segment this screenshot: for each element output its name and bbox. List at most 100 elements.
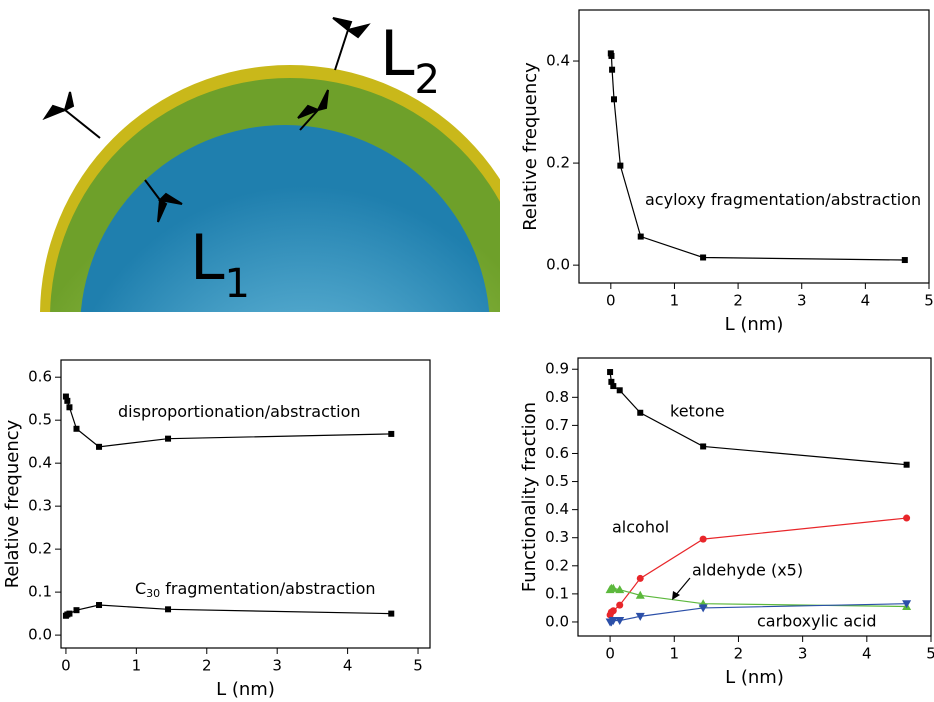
point	[637, 575, 644, 582]
x-tick-label: 1	[670, 292, 680, 310]
y-tick-label: 0.2	[28, 540, 52, 558]
point	[610, 607, 617, 614]
point	[96, 602, 102, 608]
point	[638, 234, 644, 240]
point	[700, 254, 706, 260]
y-axis-label: Functionality fraction	[519, 402, 540, 592]
x-axis-label: L (nm)	[725, 667, 784, 688]
particle-illustration	[40, 65, 540, 565]
point	[388, 431, 394, 437]
x-tick-label: 0	[605, 645, 615, 663]
point	[617, 163, 623, 169]
point	[903, 515, 910, 522]
plot-frame	[578, 358, 931, 636]
x-tick-label: 1	[132, 657, 142, 675]
point	[609, 67, 615, 73]
x-tick-label: 2	[202, 657, 212, 675]
y-tick-label: 0.0	[545, 612, 569, 630]
point	[616, 602, 623, 609]
figure: L2 L1 0123450.00.20.4L (nm)Relative freq…	[0, 0, 934, 698]
y-tick-label: 0.5	[28, 411, 52, 429]
y-axis-label: Relative frequency	[2, 419, 23, 588]
y-tick-label: 0.4	[545, 500, 569, 518]
annotation-part: C	[135, 579, 146, 598]
molecule	[45, 92, 100, 138]
annotation: C30 fragmentation/abstraction	[135, 579, 376, 601]
annotation: disproportionation/abstraction	[118, 402, 361, 421]
point	[73, 426, 79, 432]
y-tick-label: 0.1	[545, 584, 569, 602]
y-tick-label: 0.0	[546, 256, 570, 274]
x-tick-label: 3	[272, 657, 282, 675]
point	[66, 611, 72, 617]
y-tick-label: 0.1	[28, 583, 52, 601]
annotation-part: disproportionation/abstraction	[118, 402, 361, 421]
y-tick-label: 0.9	[545, 360, 569, 378]
point	[96, 444, 102, 450]
point	[700, 536, 707, 543]
y-tick-label: 0.0	[28, 626, 52, 644]
y-tick-label: 0.5	[545, 472, 569, 490]
label-main: L	[380, 17, 415, 90]
x-tick-label: 4	[343, 657, 353, 675]
core	[80, 125, 490, 535]
series-label: alcohol	[612, 518, 669, 537]
point	[73, 607, 79, 613]
y-tick-label: 0.8	[545, 388, 569, 406]
point	[904, 462, 910, 468]
y-tick-label: 0.6	[545, 444, 569, 462]
molecule	[333, 18, 368, 70]
annotation-part: acyloxy fragmentation/abstraction	[645, 190, 921, 209]
x-tick-label: 5	[413, 657, 423, 675]
y-axis-label: Relative frequency	[520, 62, 541, 231]
annotation: acyloxy fragmentation/abstraction	[645, 190, 921, 209]
x-tick-label: 3	[797, 292, 807, 310]
arrow	[675, 578, 690, 596]
point	[637, 410, 643, 416]
series-label: carboxylic acid	[757, 612, 877, 631]
label-main: L	[190, 221, 225, 294]
annotation-part: fragmentation/abstraction	[160, 579, 375, 598]
x-tick-label: 5	[924, 292, 934, 310]
point	[610, 383, 616, 389]
point	[165, 436, 171, 442]
x-tick-label: 2	[733, 292, 743, 310]
series-label: aldehyde (x5)	[692, 561, 803, 580]
point	[165, 606, 171, 612]
x-tick-label: 3	[798, 645, 808, 663]
series-line	[611, 53, 905, 260]
point	[66, 404, 72, 410]
point	[608, 53, 614, 59]
point	[64, 398, 70, 404]
series-label: ketone	[670, 402, 725, 421]
x-tick-label: 0	[61, 657, 71, 675]
point	[611, 96, 617, 102]
x-tick-label: 4	[862, 645, 872, 663]
y-tick-label: 0.7	[545, 416, 569, 434]
point	[700, 443, 706, 449]
x-tick-label: 5	[926, 645, 934, 663]
y-tick-label: 0.4	[546, 52, 570, 70]
point	[902, 257, 908, 263]
x-axis-label: L (nm)	[725, 314, 784, 335]
y-tick-label: 0.2	[546, 154, 570, 172]
x-tick-label: 2	[734, 645, 744, 663]
point	[607, 369, 613, 375]
annotation-sub: 30	[146, 587, 160, 600]
series-line	[610, 372, 907, 465]
x-tick-label: 0	[606, 292, 616, 310]
label-sub: 2	[415, 57, 440, 103]
y-tick-label: 0.4	[28, 454, 52, 472]
y-tick-label: 0.6	[28, 368, 52, 386]
series-line	[610, 588, 907, 606]
x-tick-label: 4	[861, 292, 871, 310]
point	[617, 387, 623, 393]
plot-frame	[579, 10, 929, 283]
y-tick-label: 0.2	[545, 556, 569, 574]
x-tick-label: 1	[669, 645, 679, 663]
x-axis-label: L (nm)	[216, 679, 275, 698]
label-sub: 1	[225, 261, 250, 307]
y-tick-label: 0.3	[545, 528, 569, 546]
point	[388, 611, 394, 617]
series-line	[66, 605, 391, 616]
